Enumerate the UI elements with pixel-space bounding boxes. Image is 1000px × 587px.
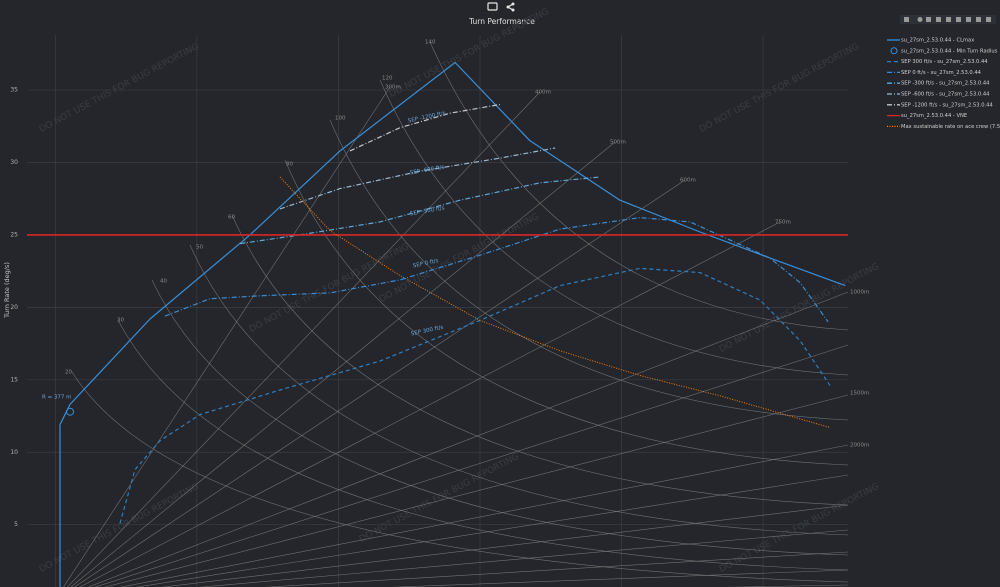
reference-label: 600m <box>680 178 696 184</box>
reference-label: 20 <box>65 370 72 376</box>
marker <box>66 407 75 416</box>
y-tick-label: 10 <box>10 449 18 456</box>
series-line <box>349 103 501 152</box>
y-tick-label: 5 <box>14 521 18 528</box>
mode-button[interactable] <box>917 17 923 22</box>
reference-curve <box>231 214 849 506</box>
reference-curve <box>71 371 849 583</box>
toolbar[interactable] <box>487 2 515 12</box>
reference-line <box>94 344 849 587</box>
y-tick-label: 25 <box>10 231 18 238</box>
window-icon[interactable] <box>487 2 498 11</box>
reference-curve <box>189 244 849 536</box>
legend-swatch <box>890 47 898 55</box>
reference-label: 1500m <box>850 391 869 397</box>
reference-line <box>70 141 616 587</box>
reference-line <box>63 86 391 587</box>
reference-line <box>135 474 849 587</box>
y-axis-label: Turn Rate (deg/s) <box>3 262 11 319</box>
reference-label: 60 <box>228 215 235 221</box>
reference-label: 50 <box>196 245 203 251</box>
reference-line <box>264 551 849 587</box>
mode-button[interactable] <box>986 17 991 22</box>
reference-label: 2000m <box>850 443 869 449</box>
reference-label: 80 <box>286 162 293 168</box>
mode-button[interactable] <box>976 17 981 22</box>
series-line <box>279 147 556 210</box>
reference-label: 1000m <box>850 290 869 296</box>
legend-label: Max sustainable rate on ace crew (7.50) <box>901 124 1000 130</box>
annotation: R = 377 m <box>42 395 72 401</box>
reference-label: 140 <box>425 40 436 46</box>
annotation: SEP 0 ft/s <box>412 258 439 269</box>
share-icon[interactable] <box>506 2 515 12</box>
y-tick-label: 15 <box>10 376 18 383</box>
reference-label: 750m <box>775 220 791 226</box>
chart-title: Turn Performance <box>468 17 535 26</box>
reference-curve <box>429 41 849 331</box>
reference-line <box>198 529 849 587</box>
reference-line <box>119 444 849 587</box>
reference-label: 100 <box>335 116 346 122</box>
modebar[interactable] <box>900 15 996 24</box>
reference-line <box>73 179 686 587</box>
reference-curve <box>151 279 849 556</box>
legend-label: SEP -600 ft/s - su_27sm_2.53.0.44 <box>901 92 990 98</box>
legend-label: SEP 0 ft/s - su_27sm_2.53.0.44 <box>901 70 982 76</box>
reference-curve <box>117 319 849 571</box>
y-tick-label: 30 <box>10 159 18 166</box>
series-line <box>239 176 601 245</box>
reference-line <box>390 569 849 587</box>
legend-label: su_27sm_2.53.0.44 - VNE <box>901 113 967 119</box>
legend-label: su_27sm_2.53.0.44 - CLmax <box>901 38 974 44</box>
y-tick-label: 35 <box>10 87 18 94</box>
mode-button[interactable] <box>966 17 971 22</box>
series-line <box>164 217 829 323</box>
legend: su_27sm_2.53.0.44 - CLmax su_27sm_2.53.0.… <box>887 38 1000 130</box>
y-tick-label: 20 <box>10 304 18 311</box>
reference-label: 120 <box>382 76 393 82</box>
reference-curve <box>379 79 849 376</box>
series-line <box>59 61 846 587</box>
series-line <box>279 176 831 429</box>
reference-label: 500m <box>610 140 626 146</box>
legend-label: SEP -1200 ft/s - su_27sm_2.53.0.44 <box>901 102 993 108</box>
mode-button[interactable] <box>936 17 941 22</box>
legend-label: SEP -300 ft/s - su_27sm_2.53.0.44 <box>901 81 990 87</box>
reference-line <box>104 394 849 587</box>
reference-label: 300m <box>385 85 401 91</box>
reference-label: 400m <box>535 90 551 96</box>
reference-line <box>160 504 849 587</box>
reference-line <box>66 91 541 587</box>
mode-button[interactable] <box>904 17 909 22</box>
reference-line <box>87 291 849 587</box>
mode-button[interactable] <box>926 17 931 22</box>
reference-label: 30 <box>117 318 124 324</box>
mode-button[interactable] <box>946 17 951 22</box>
legend-label: SEP 300 ft/s - su_27sm_2.53.0.44 <box>901 59 988 65</box>
mode-button[interactable] <box>956 17 961 22</box>
reference-label: 40 <box>160 279 167 285</box>
legend-label: su_27sm_2.53.0.44 - Min Turn Radius <box>901 48 998 54</box>
